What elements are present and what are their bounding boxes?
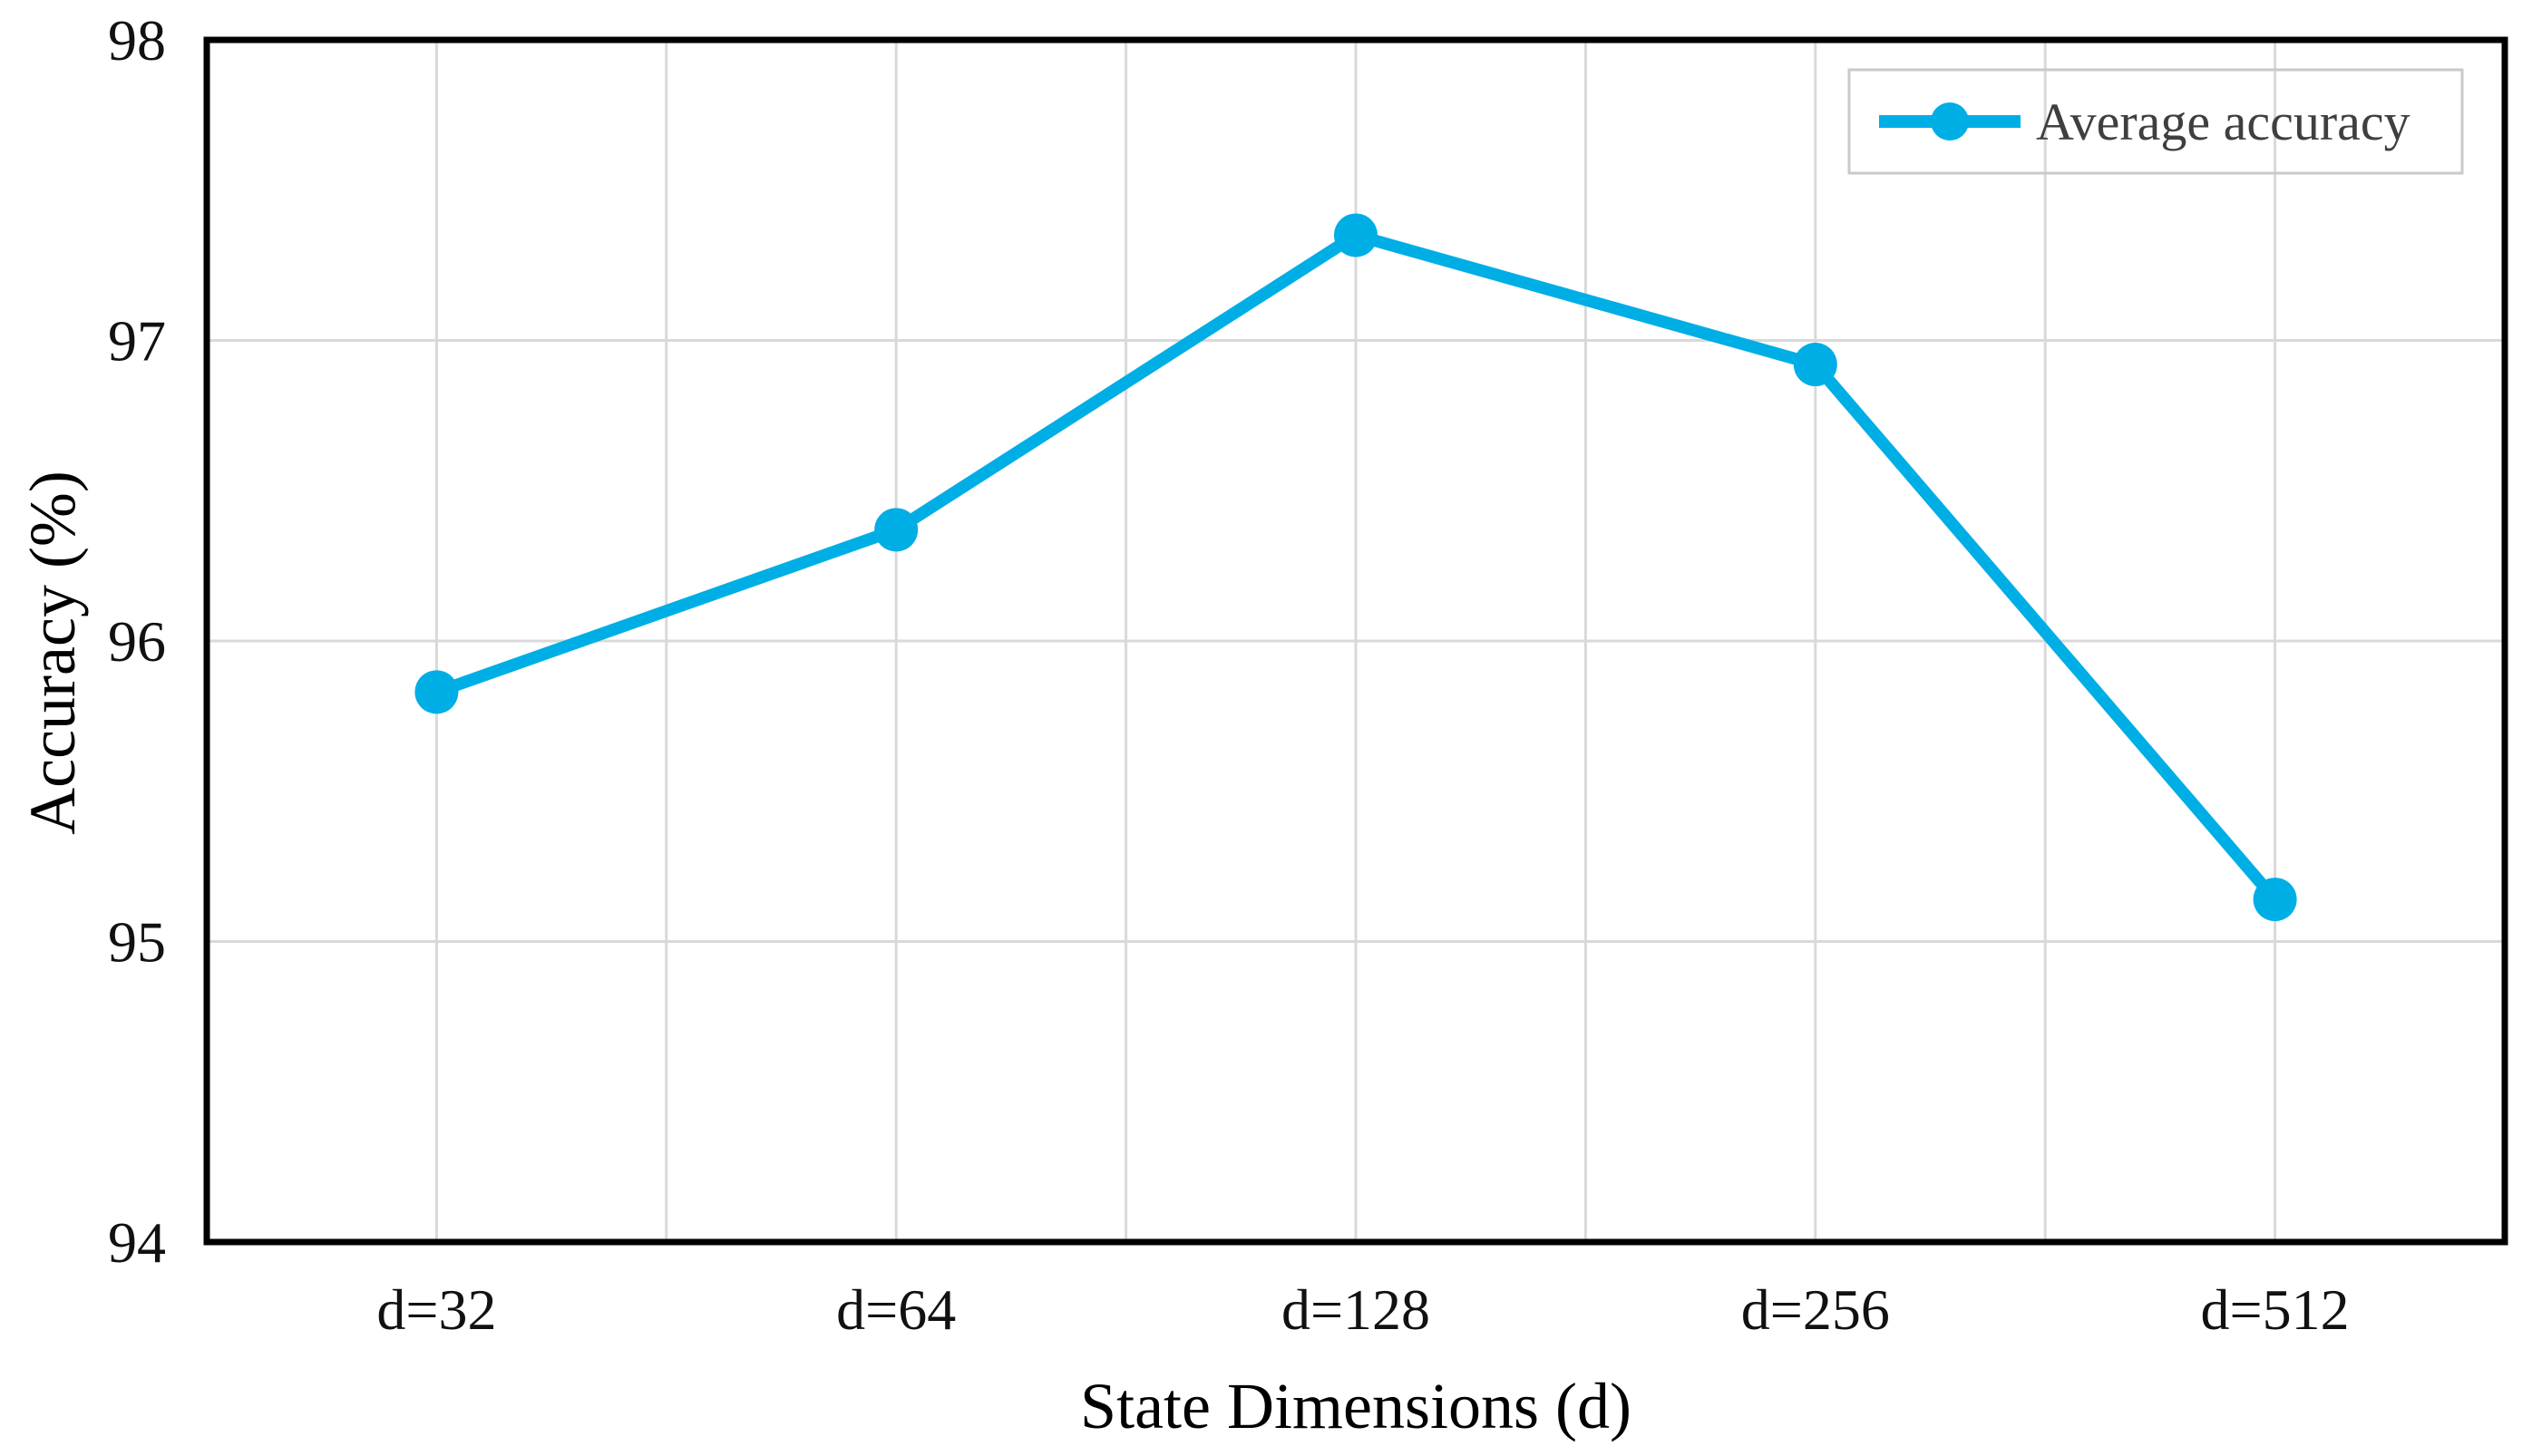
data-point-marker xyxy=(874,508,919,552)
legend-label: Average accuracy xyxy=(2036,92,2410,151)
x-tick-label: d=64 xyxy=(836,1277,956,1342)
legend-box xyxy=(1847,68,2464,175)
data-point-marker xyxy=(2253,878,2297,922)
legend-marker-icon xyxy=(1931,102,1969,141)
x-axis-title: State Dimensions (d) xyxy=(1080,1370,1631,1442)
data-point-marker xyxy=(1793,343,1837,387)
x-tick-label: d=512 xyxy=(2201,1277,2350,1342)
x-tick-labels: d=32 d=64 d=128 d=256 d=512 xyxy=(376,1277,2349,1342)
data-point-marker xyxy=(1334,213,1378,257)
series-average-accuracy xyxy=(414,213,2297,922)
y-tick-label: 98 xyxy=(108,8,166,73)
x-tick-label: d=256 xyxy=(1741,1277,1890,1342)
data-point-marker xyxy=(414,670,459,714)
y-tick-label: 94 xyxy=(108,1210,166,1275)
plot-border xyxy=(203,36,2508,1246)
y-tick-label: 96 xyxy=(108,609,166,674)
y-tick-labels: 98 97 96 95 94 xyxy=(108,8,166,1275)
legend: Average accuracy xyxy=(1847,68,2464,175)
x-tick-label: d=32 xyxy=(376,1277,496,1342)
y-tick-label: 95 xyxy=(108,910,166,975)
y-tick-label: 97 xyxy=(108,309,166,374)
y-axis-title: Accuracy (%) xyxy=(16,471,89,835)
x-tick-label: d=128 xyxy=(1281,1277,1430,1342)
